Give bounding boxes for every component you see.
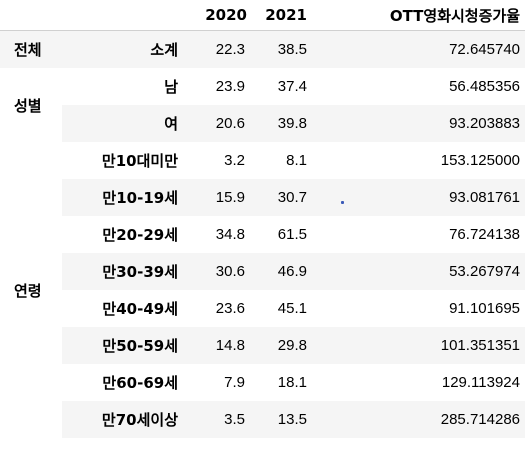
cell-rate: 76.724138: [449, 226, 520, 243]
cell-2020: 23.9: [215, 78, 245, 95]
group-label-gender: 성별: [14, 96, 42, 115]
row-label: 여: [62, 105, 192, 142]
cell-2021: 37.4: [277, 78, 307, 95]
cell-2021: 45.1: [277, 300, 307, 317]
table-row: 전체 소계 22.3 38.5 72.645740: [0, 30, 525, 68]
header-blank-sub: [62, 0, 192, 31]
row-label: 만40-49세: [102, 300, 178, 318]
table-header: 2020 2021 OTT영화시청증가율: [0, 0, 525, 31]
column-header-2020: 2020: [205, 6, 247, 24]
cell-rate: 56.485356: [449, 78, 520, 95]
table-row: 만40-49세 23.6 45.1 91.101695: [0, 290, 525, 327]
cell-2020: 20.6: [192, 105, 250, 142]
table-row: 만20-29세 34.8 61.5 76.724138: [0, 216, 525, 253]
table-row: 만10-19세 15.9 30.7 93.081761: [0, 179, 525, 216]
cell-2021: 18.1: [277, 374, 307, 391]
header-row: 2020 2021 OTT영화시청증가율: [0, 0, 525, 31]
row-label: 만20-29세: [102, 226, 178, 244]
row-label: 만50-59세: [62, 327, 192, 364]
table-row: 만50-59세 14.8 29.8 101.351351: [0, 327, 525, 364]
cell-2020: 7.9: [224, 374, 245, 391]
cell-rate: 53.267974: [312, 253, 525, 290]
cell-2021: 30.7: [250, 179, 312, 216]
cell-2020: 3.2: [224, 152, 245, 169]
cell-rate: 129.113924: [441, 374, 520, 391]
cell-2021: 38.5: [250, 30, 312, 68]
group-label-age: 연령: [14, 281, 42, 300]
cell-2020: 23.6: [215, 300, 245, 317]
cell-rate: 93.081761: [312, 179, 525, 216]
row-label: 만10-19세: [62, 179, 192, 216]
cell-2020: 30.6: [192, 253, 250, 290]
cell-rate: 93.203883: [312, 105, 525, 142]
column-header-rate: OTT영화시청증가율: [389, 6, 520, 25]
cell-rate: 153.125000: [440, 152, 520, 169]
cell-2020: 34.8: [215, 226, 245, 243]
group-label-total: 전체: [0, 30, 62, 68]
table-row: 만30-39세 30.6 46.9 53.267974: [0, 253, 525, 290]
row-label: 소계: [62, 30, 192, 68]
cell-2020: 14.8: [192, 327, 250, 364]
table-row: 여 20.6 39.8 93.203883: [0, 105, 525, 142]
cell-rate: 72.645740: [312, 30, 525, 68]
column-header-2021: 2021: [265, 6, 307, 24]
table-row: 만60-69세 7.9 18.1 129.113924: [0, 364, 525, 401]
cell-2021: 29.8: [250, 327, 312, 364]
row-label: 만10대미만: [101, 152, 178, 170]
cell-rate: 101.351351: [312, 327, 525, 364]
header-blank-group: [0, 0, 62, 31]
cell-2021: 13.5: [250, 401, 312, 438]
stray-dot-mark: [341, 201, 344, 204]
table-row: 연령 만10대미만 3.2 8.1 153.125000: [0, 142, 525, 300]
cell-rate: 91.101695: [449, 300, 520, 317]
row-label: 만30-39세: [62, 253, 192, 290]
data-table: 2020 2021 OTT영화시청증가율 전체 소계 22.3 38.5 72.…: [0, 0, 525, 438]
cell-2020: 15.9: [192, 179, 250, 216]
cell-rate: 285.714286: [312, 401, 525, 438]
table-body: 전체 소계 22.3 38.5 72.645740 성별 남 23.9 37.4…: [0, 30, 525, 438]
cell-2021: 39.8: [250, 105, 312, 142]
cell-2021: 46.9: [250, 253, 312, 290]
table-row: 성별 남 23.9 37.4 56.485356: [0, 68, 525, 115]
cell-2020: 3.5: [192, 401, 250, 438]
cell-2020: 22.3: [192, 30, 250, 68]
cell-2021: 61.5: [277, 226, 307, 243]
row-label: 남: [164, 78, 178, 96]
row-label: 만70세이상: [62, 401, 192, 438]
table-row: 만70세이상 3.5 13.5 285.714286: [0, 401, 525, 438]
row-label: 만60-69세: [102, 374, 178, 392]
cell-2021: 8.1: [286, 152, 307, 169]
